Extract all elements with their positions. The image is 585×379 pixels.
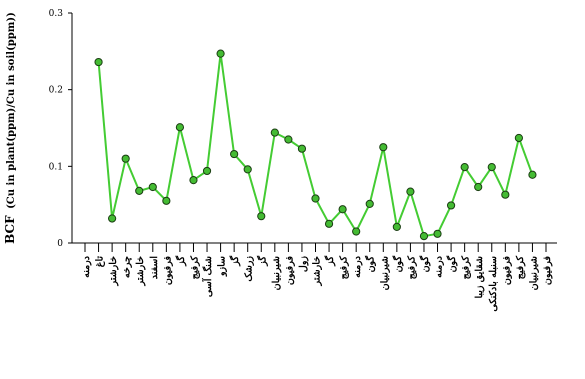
data-point — [162, 196, 171, 205]
data-point — [338, 205, 347, 214]
x-tick-label: زرشک — [244, 256, 255, 282]
x-tick-label: تاغ — [95, 256, 106, 268]
x-tick-label: شیرنبیان — [379, 256, 390, 290]
data-point — [243, 165, 252, 174]
data-point — [460, 163, 469, 172]
x-tick-label: گون — [364, 256, 377, 273]
x-tick-label: اسفند — [149, 256, 160, 280]
x-tick-label: کرفیج — [406, 256, 417, 280]
y-tick-label: 0.1 — [49, 162, 63, 172]
data-point — [352, 227, 361, 236]
data-point — [324, 219, 334, 228]
data-point — [501, 190, 510, 199]
y-axis-label: BCF (Cu in plant(ppm)/Cu in soil(ppm)) — [3, 12, 17, 244]
data-point — [297, 144, 307, 153]
y-axis-label-main: BCF — [3, 215, 17, 244]
x-tick-label: خارشتر — [108, 256, 119, 287]
data-point — [487, 163, 496, 172]
x-tick-label: زول — [298, 256, 309, 272]
data-point — [94, 57, 103, 67]
data-point — [108, 214, 117, 223]
x-tick-label: خارشتر — [135, 256, 146, 287]
x-tick-label: شیرنبیان — [528, 256, 539, 290]
x-tick-label: فرفیون — [284, 256, 295, 286]
x-tick-label: گون — [391, 256, 404, 273]
x-tick-label: درمنه — [434, 255, 445, 278]
ticks: 0 0.1 0.2 0.3 — [49, 9, 547, 252]
x-tick-label: شنگ آسی — [201, 256, 214, 297]
data-point — [135, 186, 144, 195]
data-point — [189, 176, 198, 185]
data-point — [514, 133, 523, 143]
x-tick-label: کرفیج — [339, 256, 350, 280]
data-point — [365, 199, 374, 208]
data-point — [528, 170, 537, 179]
data-point — [175, 123, 185, 132]
data-point — [406, 187, 415, 196]
data-point — [379, 143, 388, 152]
data-point — [257, 212, 266, 221]
x-tick-label: سازو — [217, 256, 228, 277]
x-tick-label: شقایق زیبا — [474, 256, 485, 299]
y-axis-label-sub: (Cu in plant(ppm)/Cu in soil(ppm)) — [6, 12, 17, 209]
series-line — [97, 52, 534, 238]
x-tick-label: کرفیج — [189, 256, 200, 280]
x-tick-label: چرخه — [122, 256, 133, 278]
x-tick-label: شیرنبیان — [271, 256, 282, 290]
x-tick-label: فرفیون — [542, 256, 553, 286]
x-tick-label: کرفیج — [515, 256, 526, 280]
data-point — [230, 149, 239, 159]
data-point — [270, 128, 279, 137]
data-point — [216, 49, 225, 58]
x-tick-label: گز — [323, 256, 336, 267]
data-point — [392, 222, 401, 231]
x-tick-label: گون — [418, 256, 431, 273]
data-point — [284, 135, 293, 144]
x-tick-label: گز — [255, 256, 268, 267]
y-tick-label: 0.3 — [49, 9, 64, 19]
x-tick-label: گز — [228, 256, 241, 267]
x-tick-label: فرفیون — [501, 256, 512, 286]
data-point — [311, 194, 320, 203]
x-tick-label: گز — [174, 256, 187, 267]
data-point — [446, 201, 456, 210]
series — [94, 49, 537, 241]
data-point — [148, 182, 157, 192]
x-tick-label: فرفیون — [162, 256, 173, 286]
data-point — [419, 232, 429, 241]
x-tick-labels: درمنه تاغ خارشتر چرخه خارشتر اسفند فرفیون گز کرف… — [81, 255, 553, 311]
x-tick-label: خارشتر — [312, 256, 323, 287]
data-point — [474, 182, 483, 192]
x-tick-label: کرفیج — [461, 256, 472, 280]
y-tick-label: 0.2 — [49, 86, 63, 96]
x-tick-label: سنبله بادکنکی — [488, 256, 499, 312]
x-tick-label: درمنه — [352, 255, 363, 278]
x-tick-label: درمنه — [81, 255, 92, 278]
y-tick-label: 0 — [57, 239, 63, 249]
data-point — [433, 229, 442, 238]
data-point — [121, 154, 130, 163]
x-tick-label: گون — [445, 256, 458, 273]
data-point — [202, 166, 212, 176]
